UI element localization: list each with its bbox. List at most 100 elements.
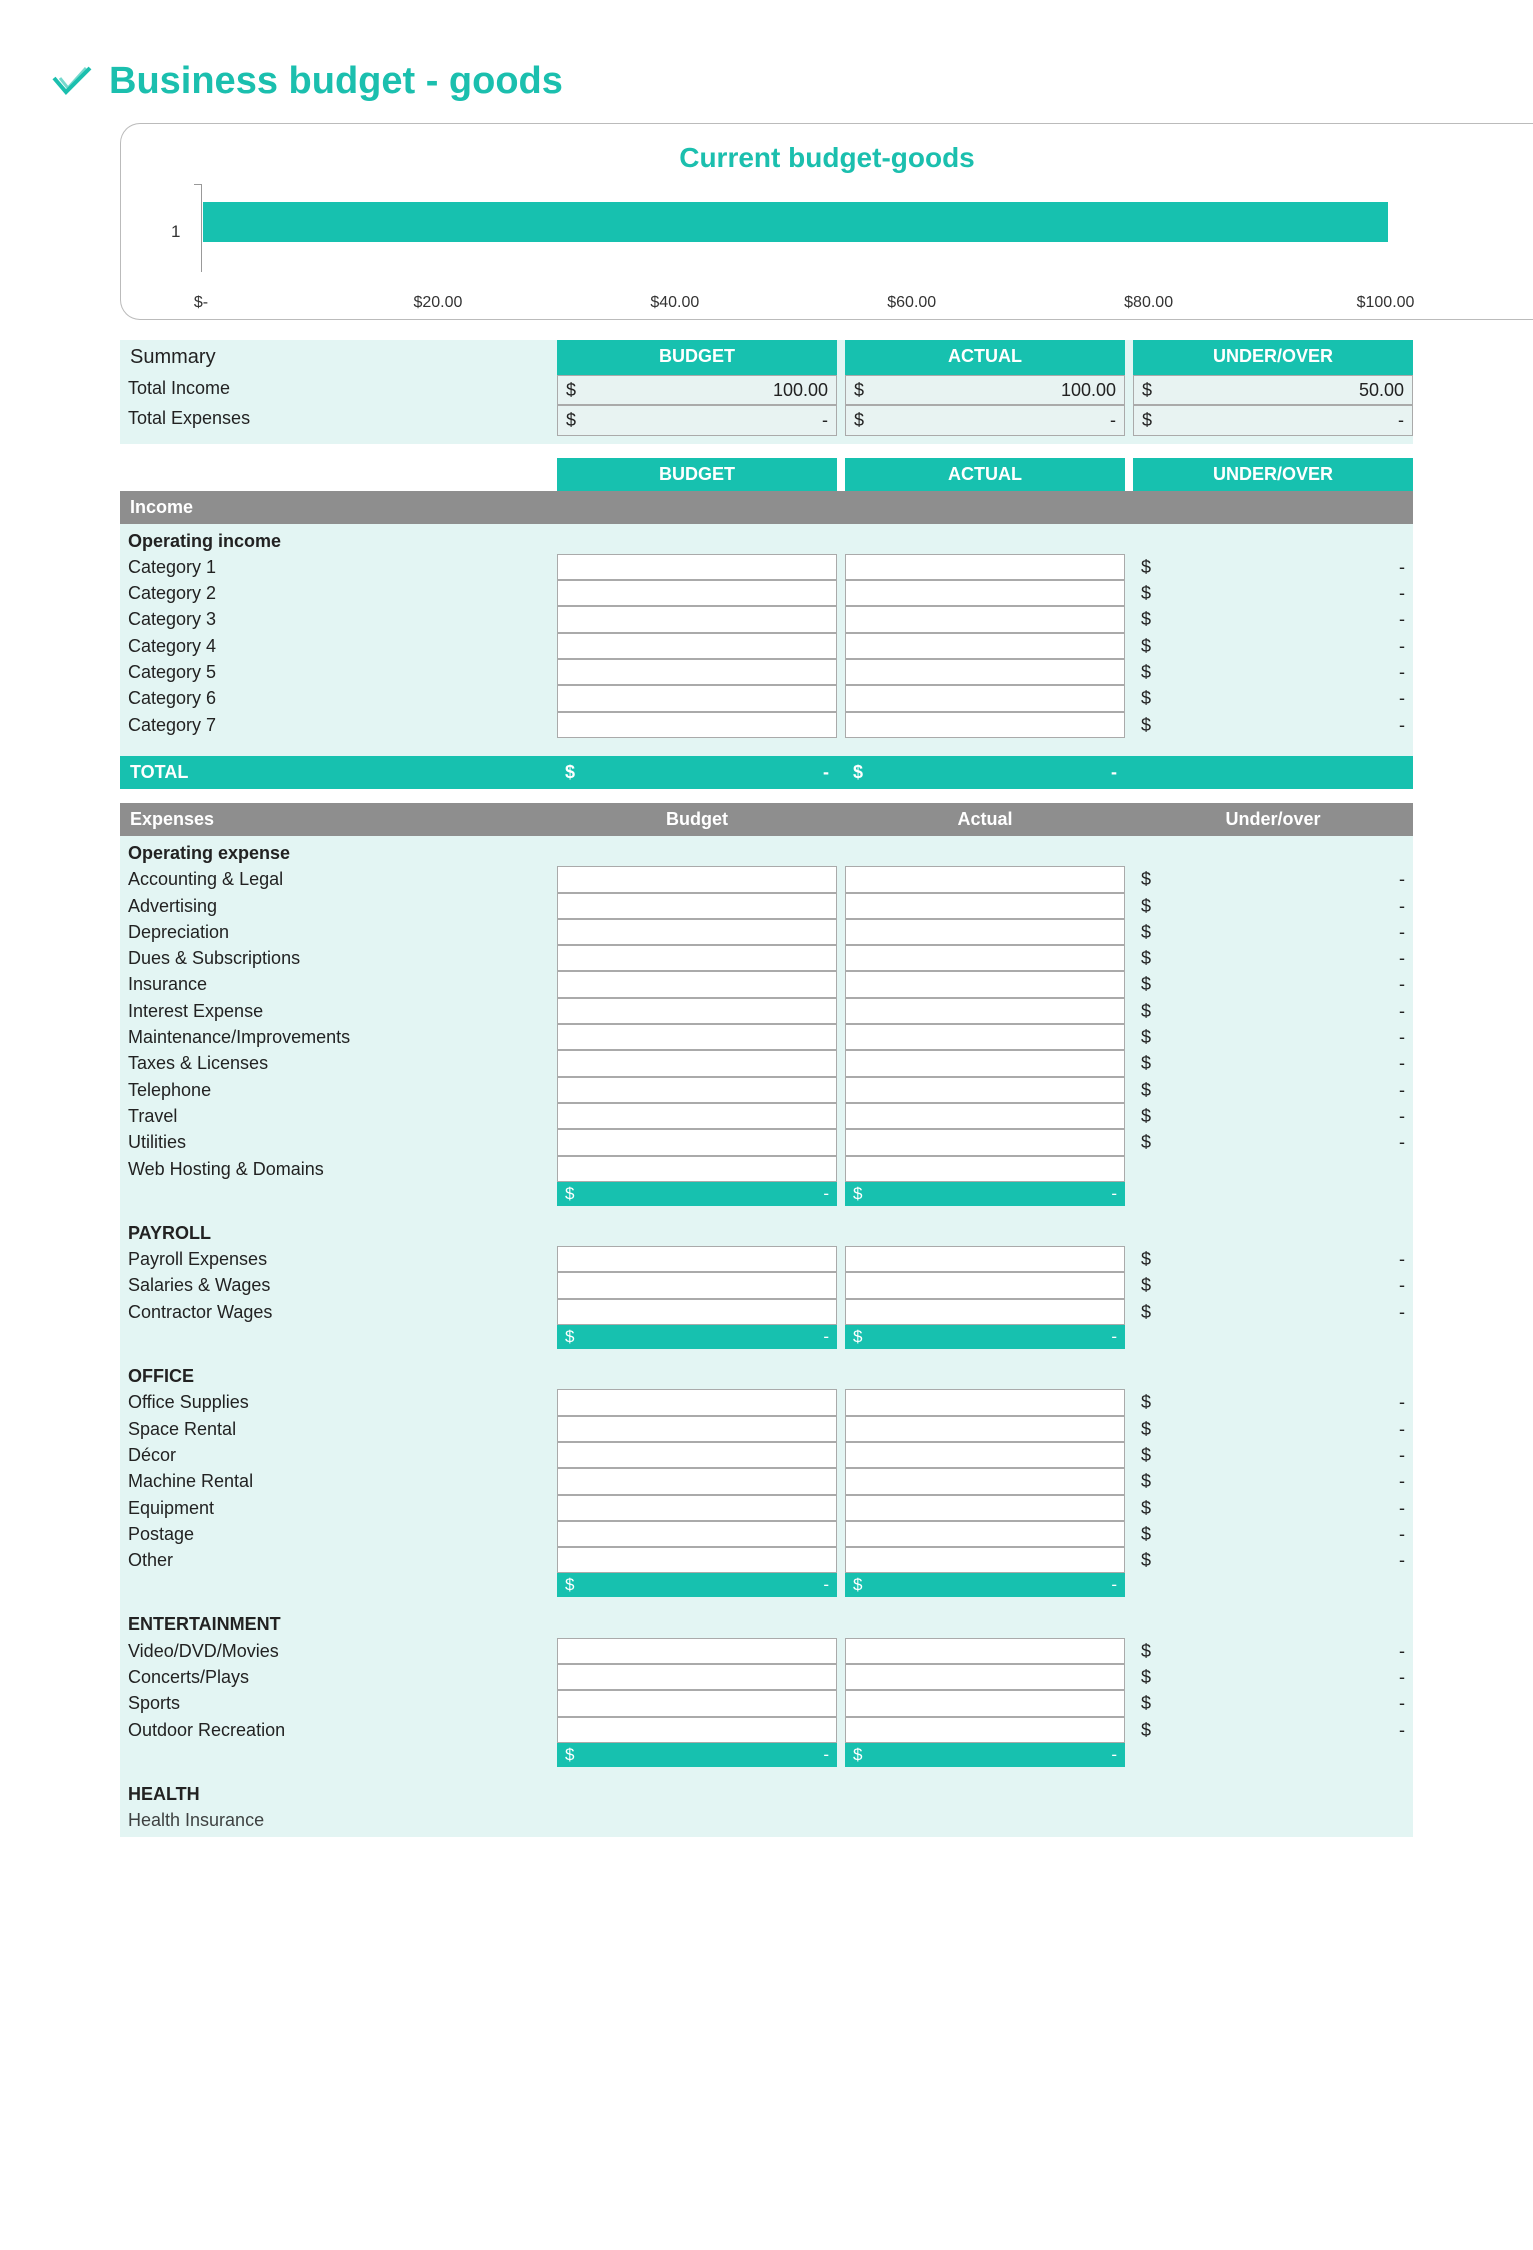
expense-actual-input[interactable] bbox=[845, 1638, 1125, 1664]
income-budget-input[interactable] bbox=[557, 685, 837, 711]
expense-budget-input[interactable] bbox=[557, 1129, 837, 1155]
expense-subtotal-row: $-$- bbox=[120, 1573, 1413, 1597]
income-budget-input[interactable] bbox=[557, 633, 837, 659]
expense-actual-input[interactable] bbox=[845, 893, 1125, 919]
summary-actual-cell[interactable]: $100.00 bbox=[845, 375, 1125, 405]
expense-budget-input[interactable] bbox=[557, 1299, 837, 1325]
expense-budget-input[interactable] bbox=[557, 1389, 837, 1415]
income-budget-input[interactable] bbox=[557, 712, 837, 738]
expense-actual-input[interactable] bbox=[845, 1077, 1125, 1103]
expense-budget-input[interactable] bbox=[557, 971, 837, 997]
summary-uo-cell[interactable]: $- bbox=[1133, 405, 1413, 435]
expense-row-label: Telephone bbox=[120, 1077, 549, 1103]
expense-row: Payroll Expenses$- bbox=[120, 1246, 1413, 1272]
expense-uo-cell: $- bbox=[1133, 1077, 1413, 1103]
expense-budget-input[interactable] bbox=[557, 1638, 837, 1664]
income-actual-input[interactable] bbox=[845, 554, 1125, 580]
expense-actual-input[interactable] bbox=[845, 1690, 1125, 1716]
expense-subtotal-actual: $- bbox=[845, 1325, 1125, 1349]
expense-actual-input[interactable] bbox=[845, 1416, 1125, 1442]
expense-actual-input[interactable] bbox=[845, 919, 1125, 945]
expense-row-label: Equipment bbox=[120, 1495, 549, 1521]
expense-actual-input[interactable] bbox=[845, 1246, 1125, 1272]
expense-row-label: Dues & Subscriptions bbox=[120, 945, 549, 971]
expense-budget-input[interactable] bbox=[557, 1024, 837, 1050]
expense-row-label: Utilities bbox=[120, 1129, 549, 1155]
summary-uo-cell[interactable]: $50.00 bbox=[1133, 375, 1413, 405]
page-title: Business budget - goods bbox=[109, 60, 563, 103]
expense-actual-input[interactable] bbox=[845, 998, 1125, 1024]
expense-actual-input[interactable] bbox=[845, 1299, 1125, 1325]
expense-actual-input[interactable] bbox=[845, 945, 1125, 971]
expense-budget-input[interactable] bbox=[557, 1495, 837, 1521]
summary-budget-cell[interactable]: $100.00 bbox=[557, 375, 837, 405]
expense-actual-input[interactable] bbox=[845, 1442, 1125, 1468]
expense-actual-input[interactable] bbox=[845, 1156, 1125, 1182]
income-actual-input[interactable] bbox=[845, 712, 1125, 738]
expense-budget-input[interactable] bbox=[557, 919, 837, 945]
expense-budget-input[interactable] bbox=[557, 893, 837, 919]
expense-budget-input[interactable] bbox=[557, 866, 837, 892]
income-budget-input[interactable] bbox=[557, 554, 837, 580]
expense-actual-input[interactable] bbox=[845, 1129, 1125, 1155]
expense-budget-input[interactable] bbox=[557, 1050, 837, 1076]
expense-actual-input[interactable] bbox=[845, 1050, 1125, 1076]
income-budget-input[interactable] bbox=[557, 606, 837, 632]
expense-actual-input[interactable] bbox=[845, 1272, 1125, 1298]
income-section-bar: Income bbox=[120, 491, 1413, 524]
expense-actual-input[interactable] bbox=[845, 1495, 1125, 1521]
expense-budget-input[interactable] bbox=[557, 1664, 837, 1690]
summary-col-actual: ACTUAL bbox=[845, 340, 1125, 375]
expense-budget-input[interactable] bbox=[557, 1468, 837, 1494]
expense-row-label: Travel bbox=[120, 1103, 549, 1129]
expense-row: Interest Expense$- bbox=[120, 998, 1413, 1024]
expense-budget-input[interactable] bbox=[557, 945, 837, 971]
expense-budget-input[interactable] bbox=[557, 1521, 837, 1547]
expense-actual-input[interactable] bbox=[845, 1103, 1125, 1129]
income-actual-input[interactable] bbox=[845, 685, 1125, 711]
expense-subtotal-actual: $- bbox=[845, 1182, 1125, 1206]
expense-uo-cell: $- bbox=[1133, 1272, 1413, 1298]
expense-row-label: Concerts/Plays bbox=[120, 1664, 549, 1690]
summary-heading: Summary bbox=[120, 340, 549, 375]
summary-actual-cell[interactable]: $- bbox=[845, 405, 1125, 435]
expense-actual-input[interactable] bbox=[845, 1521, 1125, 1547]
expense-budget-input[interactable] bbox=[557, 1246, 837, 1272]
summary-row: Total Expenses$-$-$- bbox=[120, 405, 1413, 435]
expense-actual-input[interactable] bbox=[845, 1717, 1125, 1743]
expense-budget-input[interactable] bbox=[557, 1103, 837, 1129]
expense-actual-input[interactable] bbox=[845, 1664, 1125, 1690]
expense-row: Other$- bbox=[120, 1547, 1413, 1573]
expense-row: Sports$- bbox=[120, 1690, 1413, 1716]
expense-budget-input[interactable] bbox=[557, 1077, 837, 1103]
expense-budget-input[interactable] bbox=[557, 1690, 837, 1716]
expense-subtotal-actual: $- bbox=[845, 1573, 1125, 1597]
income-budget-input[interactable] bbox=[557, 659, 837, 685]
expense-row: Video/DVD/Movies$- bbox=[120, 1638, 1413, 1664]
expense-uo-cell bbox=[1133, 1156, 1413, 1182]
income-actual-input[interactable] bbox=[845, 580, 1125, 606]
summary-budget-cell[interactable]: $- bbox=[557, 405, 837, 435]
expense-actual-input[interactable] bbox=[845, 1024, 1125, 1050]
expense-budget-input[interactable] bbox=[557, 998, 837, 1024]
expense-actual-input[interactable] bbox=[845, 971, 1125, 997]
income-actual-input[interactable] bbox=[845, 659, 1125, 685]
expense-budget-input[interactable] bbox=[557, 1416, 837, 1442]
income-actual-input[interactable] bbox=[845, 606, 1125, 632]
expense-budget-input[interactable] bbox=[557, 1156, 837, 1182]
expense-budget-input[interactable] bbox=[557, 1547, 837, 1573]
income-actual-input[interactable] bbox=[845, 633, 1125, 659]
expense-uo-cell: $- bbox=[1133, 893, 1413, 919]
income-group-title: Operating income bbox=[120, 528, 549, 554]
income-row-label: Category 3 bbox=[120, 606, 549, 632]
income-budget-input[interactable] bbox=[557, 580, 837, 606]
expense-actual-input[interactable] bbox=[845, 866, 1125, 892]
expense-budget-input[interactable] bbox=[557, 1717, 837, 1743]
expense-actual-input[interactable] bbox=[845, 1468, 1125, 1494]
expense-actual-input[interactable] bbox=[845, 1389, 1125, 1415]
expense-row-label: Sports bbox=[120, 1690, 549, 1716]
expense-budget-input[interactable] bbox=[557, 1442, 837, 1468]
expense-actual-input[interactable] bbox=[845, 1547, 1125, 1573]
expense-row-label: Office Supplies bbox=[120, 1389, 549, 1415]
expense-budget-input[interactable] bbox=[557, 1272, 837, 1298]
